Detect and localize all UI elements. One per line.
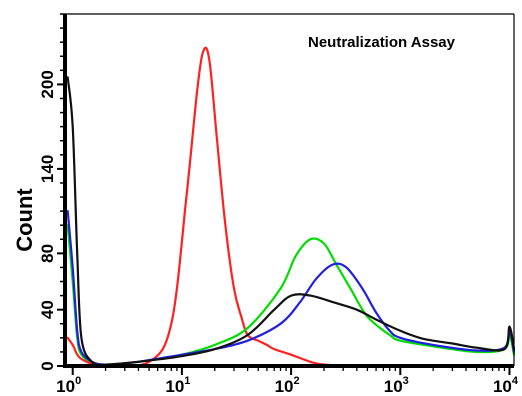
y-tick-label: 80 <box>38 244 57 263</box>
series-layer <box>66 46 516 368</box>
series-line-1 <box>66 46 511 368</box>
y-tick-label: 0 <box>38 361 57 370</box>
series-line-4 <box>66 76 516 366</box>
labels-layer: 0 40 80 140 200 100 101 102 103 104 <box>38 70 519 396</box>
x-tick-label: 104 <box>493 375 519 396</box>
x-tick-label: 101 <box>165 375 190 396</box>
y-tick-label: 200 <box>38 70 57 98</box>
x-tick-label: 103 <box>384 375 409 396</box>
y-axis-title: Count <box>12 188 37 252</box>
x-tick-label: 100 <box>56 375 81 396</box>
y-tick-label: 140 <box>38 155 57 183</box>
axes-layer <box>57 13 515 375</box>
chart-title: Neutralization Assay <box>308 34 456 51</box>
x-tick-label: 102 <box>275 375 300 396</box>
y-tick-label: 40 <box>38 300 57 319</box>
